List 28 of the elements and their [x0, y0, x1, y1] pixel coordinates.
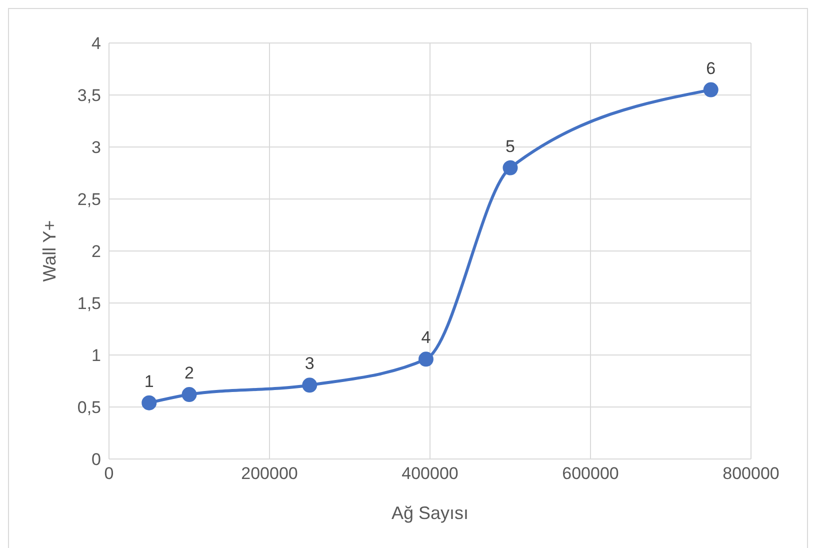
point: [182, 387, 197, 402]
x-tick-label: 200000: [241, 464, 298, 484]
annotation: 6: [706, 58, 716, 78]
x-tick-label: 800000: [722, 464, 780, 484]
x-tick-label: 600000: [562, 464, 619, 484]
annotation: 5: [506, 136, 515, 156]
x-axis-title: Ağ Sayısı: [391, 503, 469, 523]
y-tick-label: 3,5: [77, 86, 101, 106]
point: [703, 82, 718, 98]
y-tick-label: 3: [92, 138, 101, 158]
y-tick-label: 4: [92, 34, 101, 54]
point: [142, 395, 157, 410]
y-tick-label: 1: [92, 346, 101, 366]
x-tick-label: 400000: [402, 464, 458, 484]
annotation: 3: [304, 354, 314, 374]
annotation: 2: [184, 364, 194, 383]
point: [418, 352, 434, 367]
point: [302, 378, 318, 393]
y-tick-label: 2: [92, 242, 101, 262]
annotation: 1: [144, 372, 154, 391]
x-tick-label: 0: [104, 464, 114, 484]
y-tick-label: 0: [92, 450, 101, 470]
point: [502, 160, 518, 176]
annotation: 4: [421, 328, 431, 348]
y-tick-label: 2,5: [77, 190, 101, 210]
y-tick-label: 0,5: [77, 398, 101, 418]
y-axis-title: Wall Y+: [39, 220, 60, 282]
y-tick-label: 1,5: [77, 294, 101, 314]
